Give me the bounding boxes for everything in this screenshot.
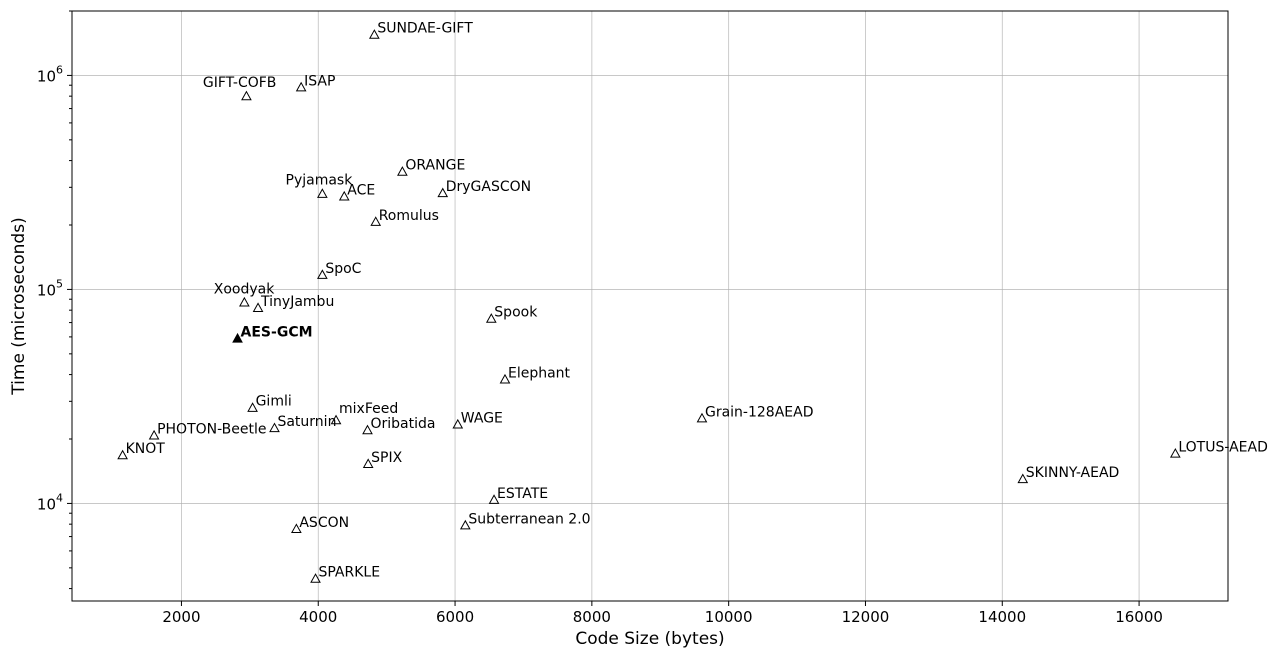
data-point-label: KNOT — [126, 441, 166, 457]
data-point-label: SPIX — [371, 450, 402, 466]
data-point-marker — [241, 90, 252, 101]
data-point-marker — [269, 422, 280, 433]
data-point-marker — [148, 429, 160, 440]
data-point-label: LOTUS-AEAD — [1178, 440, 1268, 456]
data-point-label: WAGE — [461, 410, 503, 426]
data-point-label: Saturnin — [277, 414, 336, 430]
data-point-marker — [1017, 473, 1029, 484]
data-point-marker — [317, 269, 328, 279]
data-point-label: Gimli — [256, 394, 292, 410]
data-point-label: ACE — [347, 182, 375, 198]
data-point-label: Elephant — [508, 365, 571, 381]
data-point-label: GIFT-COFB — [203, 75, 277, 91]
data-point-label: Spook — [494, 305, 538, 321]
y-axis-label: Time (microseconds) — [9, 217, 29, 395]
x-tick-label: 6000 — [436, 608, 474, 626]
data-point-marker — [499, 373, 511, 384]
data-point-label: SPARKLE — [319, 565, 381, 581]
data-point-label: SKINNY-AEAD — [1026, 465, 1120, 481]
point-labels: SUNDAE-GIFT GIFT-COFB ISAP ORANGE PyjamaskAC… — [126, 21, 1268, 581]
x-tick-label: 16000 — [1115, 608, 1163, 626]
data-point-label: SUNDAE-GIFT — [377, 21, 473, 37]
y-axis-ticks: 104 105 106 — [37, 10, 72, 590]
data-point-label: Oribatida — [370, 416, 435, 432]
data-point-marker — [239, 296, 250, 307]
data-point-label: Grain-128AEAD — [705, 404, 814, 420]
data-point-marker — [459, 519, 471, 530]
data-point-marker — [291, 523, 302, 534]
data-point-marker — [338, 190, 350, 201]
data-point-marker — [488, 494, 500, 504]
data-point-marker — [368, 29, 380, 39]
data-point-marker — [232, 332, 243, 343]
x-tick-label: 2000 — [162, 608, 200, 626]
x-tick-label: 12000 — [842, 608, 890, 626]
data-point-marker — [247, 402, 258, 412]
data-point-marker — [117, 449, 128, 460]
x-axis-ticks: 2000 4000 6000 8000 10000 12000 14000 16000 — [162, 601, 1163, 626]
plot-area-frame — [71, 10, 1229, 602]
data-point-marker — [310, 573, 321, 583]
y-tick-label: 106 — [37, 63, 63, 85]
y-tick-label: 104 — [37, 491, 63, 513]
data-point-marker — [362, 424, 373, 435]
data-point-marker — [485, 313, 497, 323]
data-point-label: DryGASCON — [446, 179, 531, 195]
x-tick-label: 10000 — [705, 608, 753, 626]
data-point-label: Romulus — [379, 208, 439, 224]
x-tick-label: 14000 — [978, 608, 1026, 626]
data-point-label: Xoodyak — [214, 281, 275, 297]
x-tick-label: 4000 — [299, 608, 337, 626]
data-point-marker — [252, 302, 264, 312]
x-tick-label: 8000 — [573, 608, 611, 626]
x-axis-label: Code Size (bytes) — [575, 629, 724, 648]
data-point-label: TinyJambu — [260, 294, 334, 310]
data-point-marker — [397, 166, 408, 176]
data-point-label: PHOTON-Beetle — [157, 421, 266, 437]
data-point-label: AES-GCM — [241, 324, 313, 340]
data-point-label: ISAP — [304, 73, 335, 89]
data-point-label: ASCON — [299, 515, 349, 531]
data-point-marker — [437, 187, 449, 198]
data-point-marker — [1169, 448, 1181, 458]
data-point-label: mixFeed — [339, 401, 398, 417]
data-point-marker — [295, 81, 307, 92]
data-point-label: ORANGE — [405, 158, 465, 174]
data-point-marker — [370, 216, 382, 226]
data-point-label: SpoC — [325, 261, 361, 277]
data-point-label: Subterranean 2.0 — [468, 511, 590, 527]
y-tick-label: 105 — [37, 277, 63, 299]
data-point-marker — [317, 188, 328, 198]
grid — [72, 11, 1228, 601]
data-point-marker — [330, 414, 342, 425]
data-point-marker — [452, 418, 464, 429]
data-point-label: ESTATE — [497, 486, 548, 502]
data-point-label: Pyjamask — [286, 173, 354, 189]
data-points — [117, 29, 1181, 583]
data-point-marker — [696, 412, 708, 423]
data-point-marker — [362, 458, 374, 469]
